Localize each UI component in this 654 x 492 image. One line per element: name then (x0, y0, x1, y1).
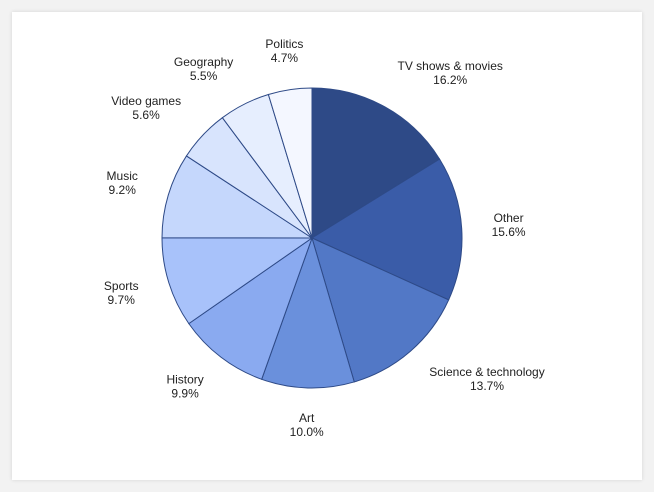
pie-slice-politics[interactable] (267, 87, 313, 239)
slice-value-video-games: 5.6% (132, 108, 160, 122)
slice-label-video-games: Video games (111, 94, 181, 108)
slice-value-science-and-technology: 13.7% (470, 379, 504, 393)
pie-slice-tv-shows-and-movies[interactable] (311, 87, 441, 239)
slice-value-geography: 5.5% (190, 69, 218, 83)
pie-slice-other[interactable] (310, 158, 463, 301)
pie-slice-art[interactable] (261, 236, 355, 389)
slice-label-science-and-technology: Science & technology (429, 365, 544, 379)
slice-value-politics: 4.7% (271, 51, 299, 65)
slice-label-tv-shows-and-movies: TV shows & movies (398, 59, 503, 73)
slice-label-other: Other (494, 211, 524, 225)
slice-label-history: History (166, 372, 203, 386)
slice-label-art: Art (299, 411, 315, 425)
slice-value-sports: 9.7% (108, 293, 136, 307)
slice-value-tv-shows-and-movies: 16.2% (433, 73, 467, 87)
pie-slice-science-and-technology[interactable] (311, 237, 450, 383)
slice-value-music: 9.2% (109, 183, 137, 197)
slice-value-art: 10.0% (290, 425, 324, 439)
slice-value-other: 15.6% (492, 225, 526, 239)
slice-label-music: Music (107, 169, 138, 183)
slice-label-sports: Sports (104, 279, 139, 293)
pie-slice-history[interactable] (188, 236, 313, 380)
chart-card: TV shows & movies 16.2% Other 15.6% Science … (12, 12, 642, 480)
slice-label-politics: Politics (265, 37, 303, 51)
pie-slice-sports[interactable] (161, 237, 314, 325)
pie-slices (161, 87, 463, 389)
slice-label-geography: Geography (174, 55, 233, 69)
slice-value-history: 9.9% (171, 386, 199, 400)
pie-slice-music[interactable] (161, 155, 314, 239)
